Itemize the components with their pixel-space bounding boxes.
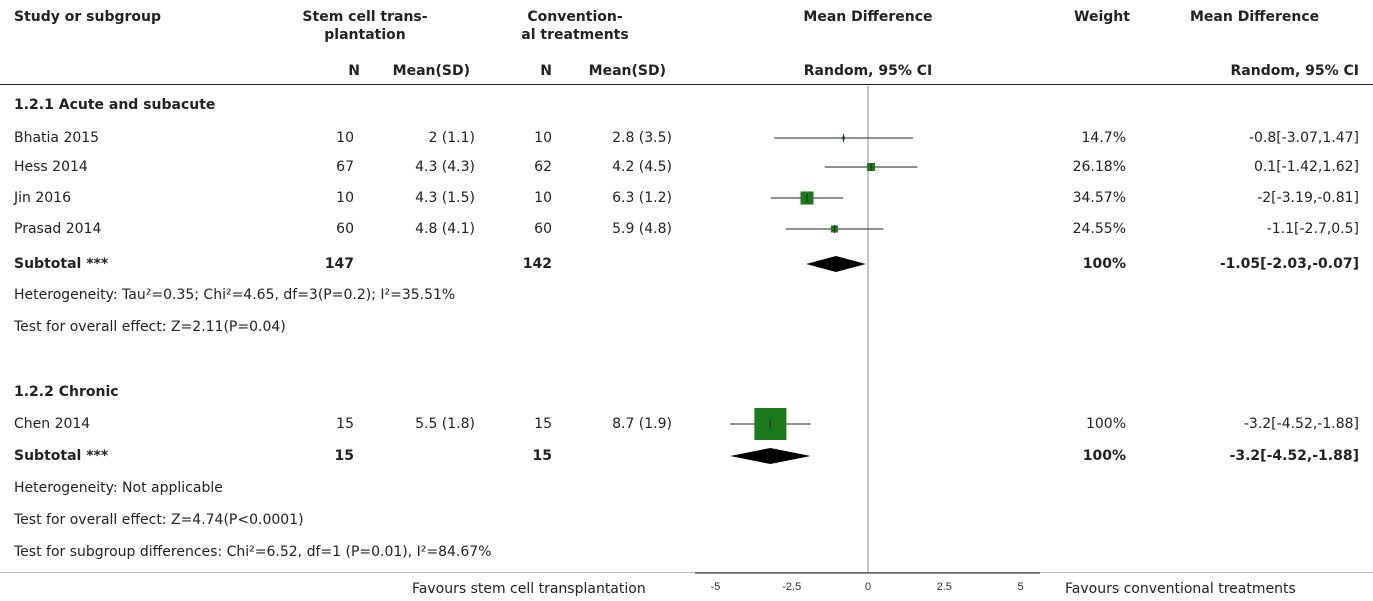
subtotal-label: Subtotal *** bbox=[14, 448, 109, 464]
study-weight: 14.7% bbox=[1081, 130, 1126, 146]
favours-left-label: Favours stem cell transplantation bbox=[412, 581, 646, 597]
study-name: Bhatia 2015 bbox=[14, 130, 100, 146]
study-weight: 24.55% bbox=[1072, 221, 1126, 237]
header-mean2: Mean(SD) bbox=[588, 63, 666, 79]
study-ci: -3.2[-4.52,-1.88] bbox=[1243, 416, 1359, 432]
header-exp-line2: plantation bbox=[324, 27, 406, 43]
overall-effect-text: Test for overall effect: Z=2.11(P=0.04) bbox=[14, 319, 286, 335]
study-name: Hess 2014 bbox=[14, 159, 88, 175]
study-mean2: 4.2 (4.5) bbox=[612, 159, 672, 175]
study-name: Chen 2014 bbox=[14, 416, 91, 432]
study-n2: 10 bbox=[534, 130, 552, 146]
overall-effect-text: Test for overall effect: Z=4.74(P<0.0001… bbox=[14, 512, 304, 528]
header-mean1: Mean(SD) bbox=[392, 63, 470, 79]
subtotal-n1: 15 bbox=[334, 448, 354, 464]
study-mean2: 6.3 (1.2) bbox=[612, 190, 672, 206]
subtotal-ci: -1.05[-2.03,-0.07] bbox=[1219, 256, 1359, 272]
study-n2: 15 bbox=[534, 416, 552, 432]
study-name: Prasad 2014 bbox=[14, 221, 102, 237]
study-mean2: 5.9 (4.8) bbox=[612, 221, 672, 237]
subtotal-n2: 15 bbox=[532, 448, 552, 464]
subtotal-label: Subtotal *** bbox=[14, 256, 109, 272]
study-n1: 67 bbox=[336, 159, 354, 175]
x-tick-label: -5 bbox=[711, 581, 721, 593]
header-method: Random, 95% CI bbox=[803, 63, 933, 79]
study-n2: 60 bbox=[534, 221, 552, 237]
study-mean1: 5.5 (1.8) bbox=[415, 416, 475, 432]
x-tick-label: 5 bbox=[1017, 581, 1023, 593]
footer-rule bbox=[0, 572, 1373, 573]
subtotal-weight: 100% bbox=[1082, 256, 1126, 272]
header-n2: N bbox=[540, 63, 552, 79]
header-weight: Weight bbox=[1074, 9, 1130, 25]
subtotal-diamond bbox=[806, 256, 866, 272]
subtotal-n1: 147 bbox=[324, 256, 354, 272]
x-tick-label: 0 bbox=[865, 581, 871, 593]
study-n1: 10 bbox=[336, 190, 354, 206]
study-n2: 62 bbox=[534, 159, 552, 175]
header-md-title: Mean Difference bbox=[803, 9, 933, 25]
group-title: 1.2.1 Acute and subacute bbox=[14, 97, 216, 113]
study-weight: 26.18% bbox=[1072, 159, 1126, 175]
favours-right-label: Favours conventional treatments bbox=[1065, 581, 1296, 597]
study-mean1: 4.3 (4.3) bbox=[415, 159, 475, 175]
study-name: Jin 2016 bbox=[14, 190, 71, 206]
study-ci: -1.1[-2.7,0.5] bbox=[1266, 221, 1359, 237]
subgroup-test-text: Test for subgroup differences: Chi²=6.52… bbox=[14, 544, 492, 560]
header-ctl-line1: Convention- bbox=[527, 9, 623, 25]
header-exp-line1: Stem cell trans- bbox=[302, 9, 428, 25]
study-weight: 100% bbox=[1085, 416, 1126, 432]
study-ci: -0.8[-3.07,1.47] bbox=[1248, 130, 1359, 146]
study-mean2: 8.7 (1.9) bbox=[612, 416, 672, 432]
study-n1: 10 bbox=[336, 130, 354, 146]
x-tick-label: 2.5 bbox=[937, 581, 952, 593]
study-weight: 34.57% bbox=[1072, 190, 1126, 206]
study-ci: 0.1[-1.42,1.62] bbox=[1253, 159, 1359, 175]
study-mean2: 2.8 (3.5) bbox=[612, 130, 672, 146]
header-rule bbox=[0, 84, 1373, 85]
subtotal-weight: 100% bbox=[1082, 448, 1126, 464]
header-ctl-line2: al treatments bbox=[521, 27, 629, 43]
subtotal-n2: 142 bbox=[522, 256, 552, 272]
study-mean1: 4.3 (1.5) bbox=[415, 190, 475, 206]
header-n1: N bbox=[348, 63, 360, 79]
header-md-title-2: Mean Difference bbox=[1190, 9, 1320, 25]
subtotal-ci: -3.2[-4.52,-1.88] bbox=[1229, 448, 1359, 464]
study-mean1: 4.8 (4.1) bbox=[415, 221, 475, 237]
study-n1: 15 bbox=[336, 416, 354, 432]
header-study: Study or subgroup bbox=[14, 9, 162, 25]
study-n2: 10 bbox=[534, 190, 552, 206]
x-tick-label: -2.5 bbox=[782, 581, 801, 593]
group-title: 1.2.2 Chronic bbox=[14, 384, 119, 400]
study-mean1: 2 (1.1) bbox=[428, 130, 475, 146]
subtotal-diamond bbox=[730, 448, 811, 464]
header-method-2: Random, 95% CI bbox=[1230, 63, 1359, 79]
heterogeneity-text: Heterogeneity: Not applicable bbox=[14, 480, 223, 496]
study-ci: -2[-3.19,-0.81] bbox=[1257, 190, 1359, 206]
heterogeneity-text: Heterogeneity: Tau²=0.35; Chi²=4.65, df=… bbox=[14, 287, 456, 303]
study-n1: 60 bbox=[336, 221, 354, 237]
